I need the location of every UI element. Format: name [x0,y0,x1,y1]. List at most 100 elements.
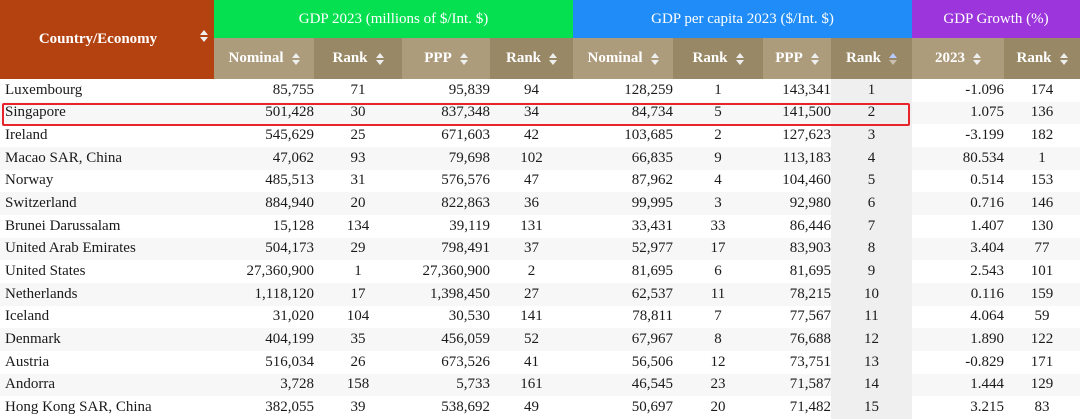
cell-pc-nominal-rank: 33 [710,217,726,234]
header-growth-rank[interactable]: Rank [1004,38,1080,79]
header-label: 2023 [935,50,965,66]
header-growth-2023[interactable]: 2023 [912,38,1004,79]
header-gdp-nominal[interactable]: Nominal [214,38,314,79]
cell-pc-ppp: 83,903 [789,240,831,257]
cell-pc-nominal-rank: 17 [710,240,726,257]
sort-icon[interactable] [200,30,208,42]
table-row[interactable]: Singapore 501,428 30 837,348 34 84,734 5 141,50… [0,101,1080,125]
cell-growth: 0.514 [970,172,1004,189]
table-row[interactable]: Andorra 3,728 158 5,733 161 46,545 23 71,587 14 1… [0,373,1080,397]
country-column-header[interactable]: Country/Economy [0,0,214,79]
cell-gdp-nominal-rank: 26 [350,353,366,370]
cell-pc-ppp: 73,751 [789,353,831,370]
country-header-label: Country/Economy [38,31,158,47]
cell-pc-ppp: 76,688 [789,331,831,348]
cell-gdp-nominal: 31,020 [272,308,314,325]
cell-growth-rank: 77 [1034,240,1050,257]
cell-growth-rank: 130 [1030,217,1054,234]
cell-growth: 3.215 [970,399,1004,416]
cell-gdp-ppp-rank: 2 [527,263,536,280]
cell-gdp-nominal: 404,199 [265,331,314,348]
cell-country: Switzerland [5,195,77,212]
table-row[interactable]: Denmark 404,199 35 456,059 52 67,967 8 76,688 12… [0,328,1080,351]
cell-pc-ppp-rank: 7 [831,214,912,238]
cell-country: Brunei Darussalam [5,217,121,234]
sort-icon [459,52,468,65]
gdp-group-header: GDP 2023 (millions of $/Int. $) [214,0,573,38]
cell-pc-ppp: 127,623 [782,127,831,144]
cell-pc-nominal: 50,697 [631,399,673,416]
table-row[interactable]: Ireland 545,629 25 671,603 42 103,685 2 127,623… [0,124,1080,147]
cell-pc-ppp-rank: 6 [831,192,912,215]
table-row[interactable]: United States 27,360,900 1 27,360,900 2 81,69… [0,260,1080,283]
cell-growth: 1.407 [970,217,1004,234]
cell-pc-nominal-rank: 11 [710,285,726,302]
cell-country: Andorra [5,376,55,393]
cell-pc-nominal: 87,962 [631,172,673,189]
cell-pc-nominal-rank: 6 [714,263,722,280]
growth-group-header: GDP Growth (%) [912,0,1080,38]
header-label: Rank [505,50,542,66]
cell-gdp-nominal: 545,629 [265,127,314,144]
header-gdp-nominal-rank[interactable]: Rank [314,38,402,79]
cell-pc-nominal-rank: 1 [714,81,722,98]
cell-gdp-ppp: 95,839 [448,81,490,98]
cell-pc-nominal-rank: 23 [710,376,726,393]
cell-gdp-ppp-rank: 34 [524,104,539,121]
cell-pc-ppp-rank: 12 [831,328,912,351]
header-gdp-ppp[interactable]: PPP [402,38,490,79]
cell-growth: -1.096 [965,81,1004,98]
cell-gdp-nominal: 382,055 [265,399,314,416]
cell-pc-nominal: 62,537 [631,285,673,302]
cell-growth: 4.064 [970,308,1004,325]
cell-growth-rank: 1 [1038,149,1046,166]
table-row[interactable]: Austria 516,034 26 673,526 41 56,506 12 73,751 1… [0,350,1080,374]
table-row[interactable]: Macao SAR, China 47,062 93 79,698 102 66,835 9… [0,146,1080,170]
cell-country: Denmark [5,331,61,348]
table-row[interactable]: Iceland 31,020 104 30,530 141 78,811 7 77,567 11… [0,305,1080,329]
cell-pc-nominal: 33,431 [631,217,673,234]
cell-gdp-nominal-rank: 158 [346,376,370,393]
table-row[interactable]: Netherlands 1,118,120 17 1,398,450 27 62,537 1… [0,282,1080,306]
cell-growth-rank: 174 [1030,81,1054,98]
cell-gdp-ppp-rank: 94 [524,81,539,98]
header-pc-ppp-rank[interactable]: Rank [831,38,912,79]
cell-gdp-ppp: 27,360,900 [422,263,491,280]
table-row[interactable]: United Arab Emirates 504,173 29 798,491 37 52… [0,237,1080,261]
cell-pc-ppp: 71,482 [789,399,831,416]
cell-gdp-nominal: 3,728 [280,376,314,393]
cell-gdp-ppp: 5,733 [456,376,490,393]
cell-gdp-nominal-rank: 25 [350,127,366,144]
cell-pc-nominal: 67,967 [631,331,673,348]
cell-pc-ppp-rank: 10 [831,282,912,306]
header-pc-nominal[interactable]: Nominal [573,38,673,79]
cell-gdp-nominal-rank: 39 [350,399,366,416]
cell-gdp-ppp: 798,491 [441,240,490,257]
cell-growth-rank: 159 [1030,285,1054,302]
cell-gdp-ppp: 822,863 [441,195,490,212]
cell-gdp-ppp-rank: 52 [524,331,539,348]
cell-growth: 0.116 [970,285,1004,302]
cell-pc-nominal: 103,685 [624,127,673,144]
cell-country: Iceland [5,308,50,325]
table-row[interactable]: Brunei Darussalam 15,128 134 39,119 131 33,43… [0,214,1080,238]
table-row[interactable]: Norway 485,513 31 576,576 47 87,962 4 104,460 5 0… [0,169,1080,193]
header-pc-ppp[interactable]: PPP [763,38,831,79]
cell-pc-nominal-rank: 9 [714,149,722,166]
header-pc-nominal-rank[interactable]: Rank [673,38,763,79]
cell-gdp-ppp: 79,698 [448,149,490,166]
cell-gdp-nominal-rank: 29 [350,240,366,257]
cell-country: Austria [5,353,50,370]
table-row[interactable]: Switzerland 884,940 20 822,863 36 99,995 3 92,9… [0,192,1080,215]
table-row[interactable]: Hong Kong SAR, China 382,055 39 538,692 49 50… [0,396,1080,419]
cell-pc-ppp: 141,500 [782,104,831,121]
cell-pc-nominal-rank: 8 [714,331,722,348]
cell-pc-ppp-rank: 1 [831,79,912,102]
cell-growth-rank: 153 [1030,172,1054,189]
cell-pc-ppp-rank: 9 [831,260,912,283]
cell-country: Ireland [5,127,48,144]
table-row[interactable]: Luxembourg 85,755 71 95,839 94 128,259 1 143,34… [0,79,1080,102]
cell-pc-nominal-rank: 4 [714,172,722,189]
cell-country: Hong Kong SAR, China [5,399,152,416]
header-gdp-ppp-rank[interactable]: Rank [490,38,573,79]
